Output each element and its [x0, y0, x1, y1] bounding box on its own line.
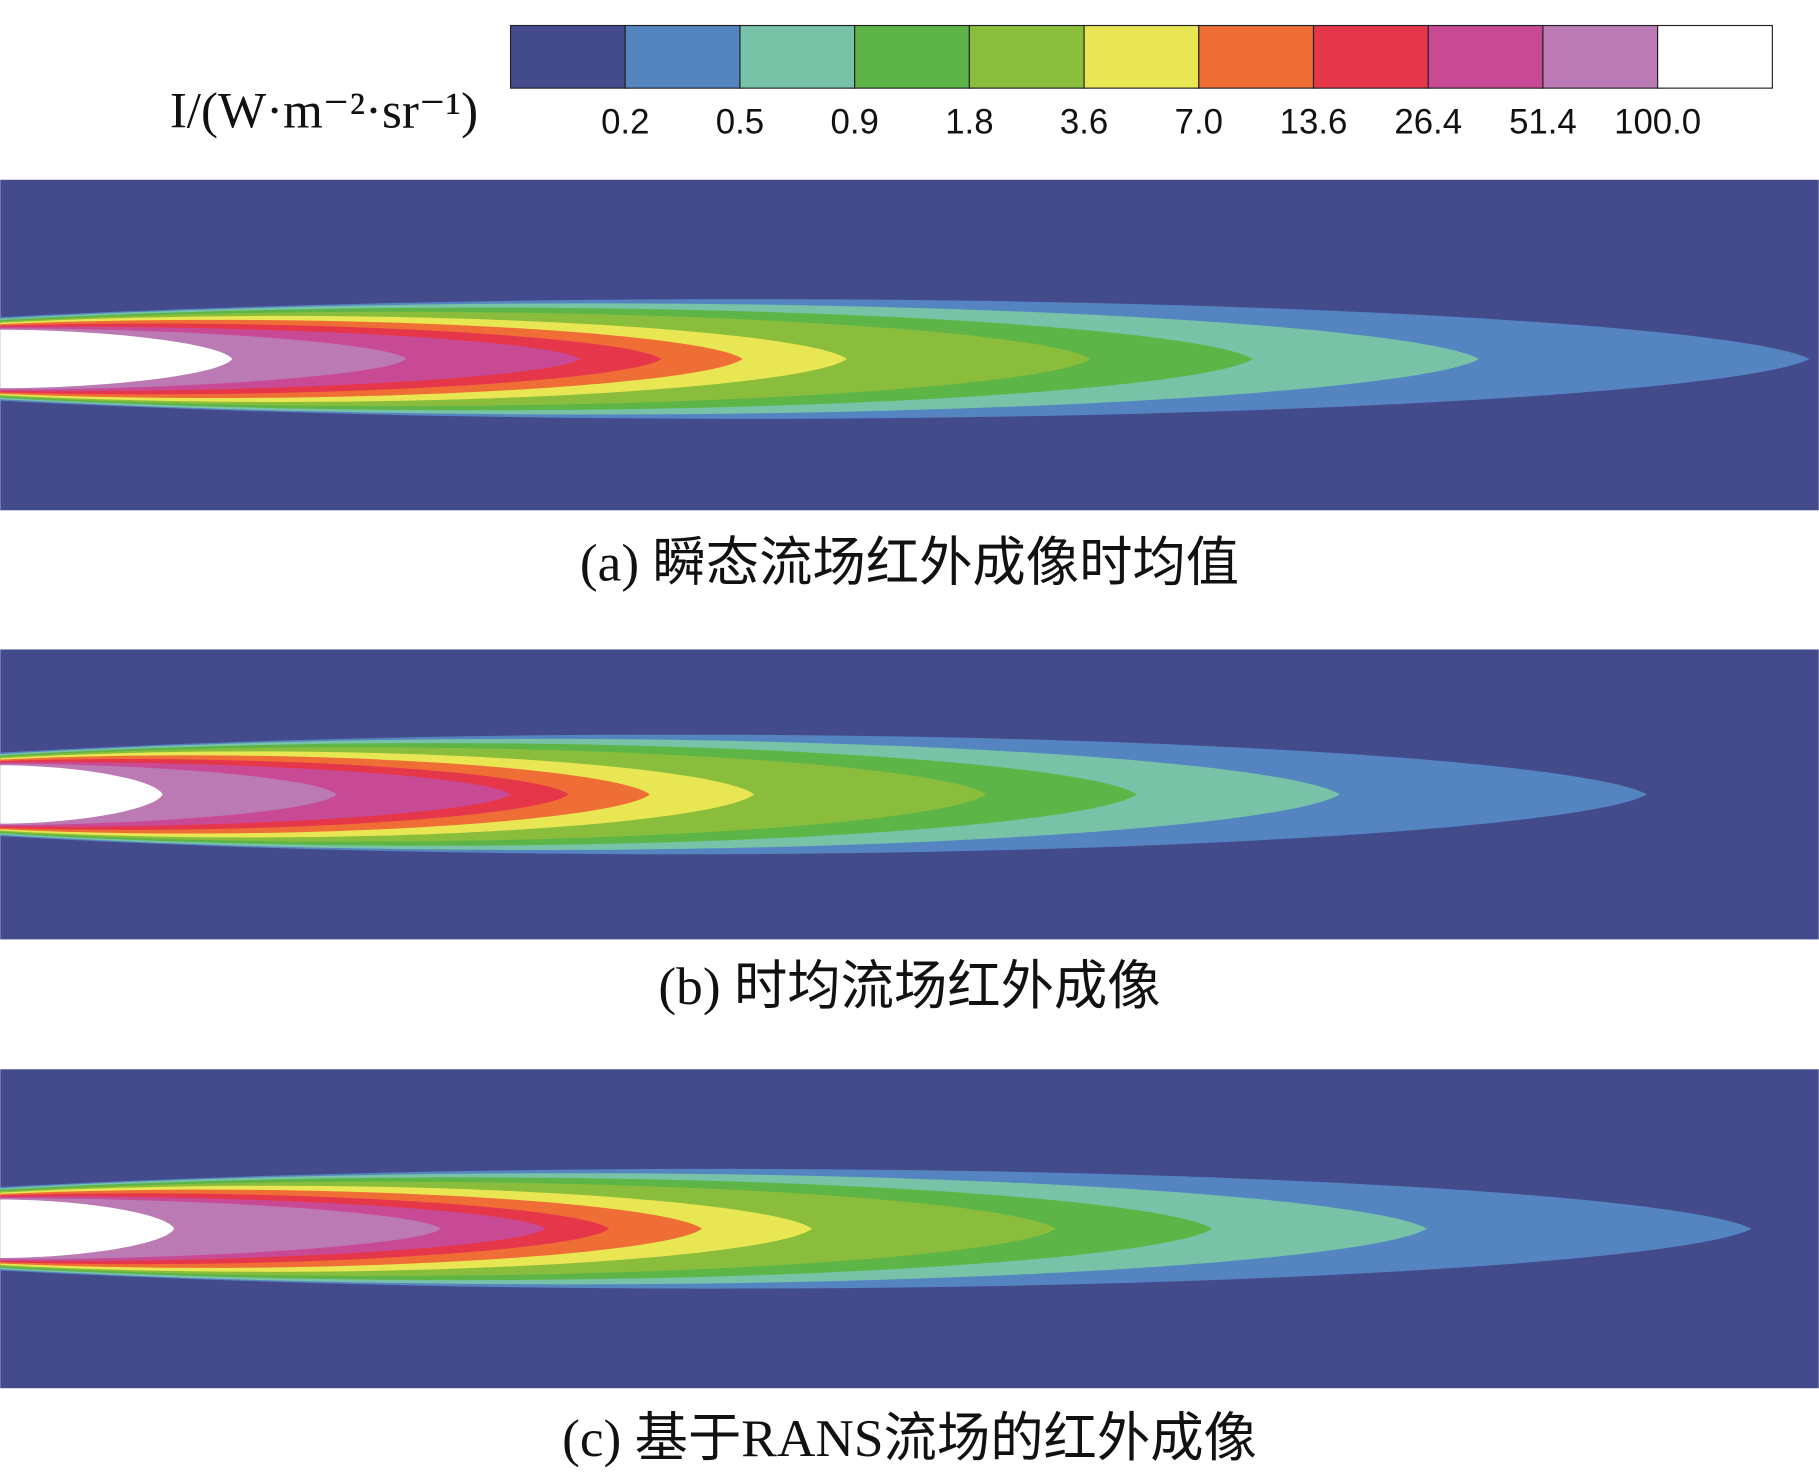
tick-label: 26.4: [1394, 103, 1462, 141]
color-segment: [854, 24, 970, 89]
tick-label: 0.9: [830, 103, 878, 141]
tick-label: 100.0: [1614, 103, 1701, 141]
tick-label: 51.4: [1509, 103, 1577, 141]
panel-caption: (c) 基于RANS流场的红外成像: [562, 1408, 1257, 1468]
panel-caption: (a) 瞬态流场红外成像时均值: [580, 533, 1239, 593]
plume-contour: [0, 329, 233, 389]
color-segment: [1198, 24, 1315, 89]
tick-label: 7.0: [1175, 103, 1223, 141]
color-segment: [968, 24, 1085, 89]
color-segment: [1083, 24, 1200, 89]
color-segment: [1312, 24, 1429, 89]
color-segment: [1427, 24, 1544, 89]
tick-label: 0.2: [601, 103, 649, 141]
tick-label: 3.6: [1060, 103, 1108, 141]
color-segment: [624, 24, 741, 89]
plume-contour: [0, 765, 163, 824]
colorbar-label: I/(W·m⁻²·sr⁻¹): [170, 84, 478, 140]
tick-label: 1.8: [945, 103, 993, 141]
tick-label: 13.6: [1280, 103, 1348, 141]
color-segment: [1657, 24, 1773, 89]
color-segment: [739, 24, 856, 89]
plume-contour: [0, 1199, 175, 1258]
color-segment: [1542, 24, 1659, 89]
color-segment: [509, 24, 626, 89]
panel-caption: (b) 时均流场红外成像: [658, 956, 1160, 1016]
tick-label: 0.5: [716, 103, 764, 141]
